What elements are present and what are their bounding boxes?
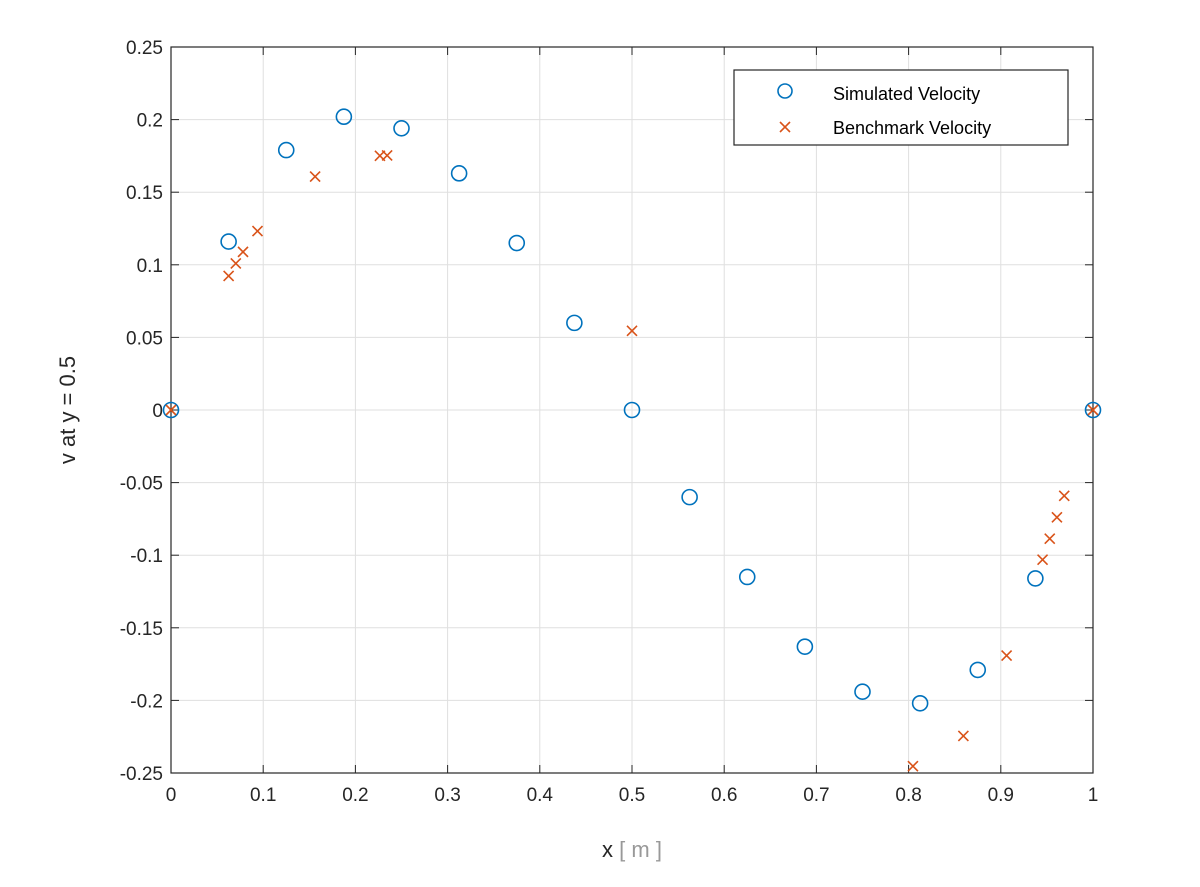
data-point-benchmark <box>1044 533 1056 545</box>
data-point-benchmark <box>223 270 235 282</box>
legend-marker-benchmark <box>779 121 791 133</box>
data-point-simulated <box>220 233 237 250</box>
x-axis-label: x [ m ] <box>602 837 662 862</box>
x-tick-label: 0.4 <box>527 785 554 806</box>
grid <box>171 47 1093 773</box>
series-simulated-velocity <box>162 108 1102 712</box>
data-point-simulated <box>623 401 641 419</box>
y-tick-label: -0.05 <box>120 474 163 495</box>
data-point-simulated <box>162 401 180 419</box>
data-point-benchmark <box>230 257 242 270</box>
x-tick-label: 0.3 <box>434 785 460 806</box>
y-axis-label: v at y = 0.5 <box>55 356 80 464</box>
x-tick-label: 0.9 <box>988 785 1014 806</box>
y-tick-label: -0.1 <box>130 546 163 567</box>
data-point-benchmark <box>237 246 249 258</box>
x-tick-label: 0.5 <box>619 785 645 806</box>
series-benchmark-velocity <box>165 149 1099 772</box>
y-tick-label: -0.25 <box>120 764 163 785</box>
x-axis-label-name: x <box>602 837 613 862</box>
y-tick-label: 0.1 <box>137 256 163 277</box>
data-point-simulated <box>911 695 929 712</box>
legend-label-benchmark: Benchmark Velocity <box>833 118 991 138</box>
legend-label-simulated: Simulated Velocity <box>833 84 980 104</box>
data-point-benchmark <box>957 730 969 742</box>
data-point-benchmark <box>1087 404 1099 416</box>
x-tick-label: 0.2 <box>342 785 368 806</box>
y-tick-label: -0.2 <box>130 691 163 712</box>
data-point-benchmark <box>1051 511 1063 523</box>
x-tick-label: 1 <box>1088 785 1099 806</box>
data-point-simulated <box>508 234 526 252</box>
data-point-simulated <box>277 141 295 159</box>
data-point-benchmark <box>1037 554 1049 566</box>
data-point-benchmark <box>1001 649 1013 662</box>
series-layer <box>162 108 1102 772</box>
data-point-benchmark <box>165 404 177 416</box>
data-point-benchmark <box>1058 490 1070 502</box>
legend-marker-simulated <box>777 83 793 99</box>
x-tick-label: 0.6 <box>711 785 737 806</box>
y-tick-label: 0.05 <box>126 328 163 349</box>
x-tick-label: 0.1 <box>250 785 276 806</box>
ticks: 0 0.1 0.2 0.3 0.4 0.5 0.6 0.7 0.8 0.9 1 -0.25 -0.2 -0… <box>120 38 1099 806</box>
data-point-benchmark <box>381 149 393 162</box>
data-point-simulated <box>393 120 410 137</box>
data-point-benchmark <box>626 325 638 337</box>
data-point-simulated <box>335 108 353 125</box>
y-tick-label: 0.2 <box>137 111 163 132</box>
data-point-simulated <box>450 165 468 182</box>
data-point-simulated <box>738 568 756 586</box>
data-point-simulated <box>969 661 987 679</box>
data-point-simulated <box>1027 570 1044 587</box>
data-point-simulated <box>796 638 814 655</box>
data-point-benchmark <box>251 225 264 237</box>
y-tick-label: -0.15 <box>120 619 163 640</box>
legend-box <box>733 69 1069 146</box>
legend: Simulated Velocity Benchmark Velocity <box>733 69 1069 146</box>
data-point-benchmark <box>907 760 919 772</box>
y-tick-label: 0.25 <box>126 38 163 59</box>
data-point-simulated <box>566 314 583 332</box>
y-tick-label: 0.15 <box>126 183 163 204</box>
data-point-benchmark <box>309 170 321 183</box>
data-point-simulated <box>854 683 871 700</box>
x-tick-label: 0.7 <box>803 785 829 806</box>
data-point-simulated <box>1084 401 1102 419</box>
data-point-simulated <box>681 488 698 506</box>
x-axis-label-unit: [ m ] <box>619 837 662 862</box>
y-tick-label: 0 <box>152 401 163 422</box>
axis-labels: x [ m ] v at y = 0.5 <box>55 356 662 862</box>
x-tick-label: 0 <box>166 785 177 806</box>
x-tick-label: 0.8 <box>895 785 921 806</box>
